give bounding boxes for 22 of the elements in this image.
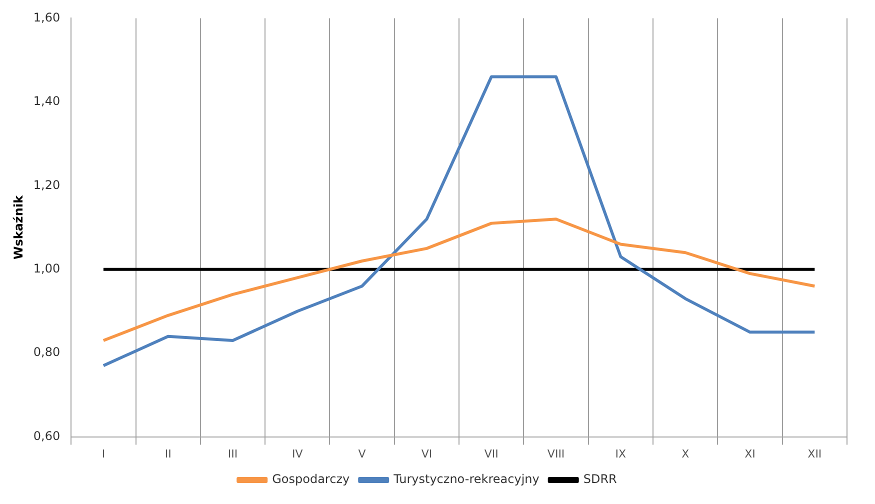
x-tick-label: VII bbox=[484, 447, 498, 460]
x-tick-label: VI bbox=[421, 447, 432, 460]
x-tick-label: I bbox=[102, 447, 106, 460]
y-tick-label: 1,20 bbox=[33, 178, 60, 192]
x-tick-label: XI bbox=[744, 447, 756, 460]
y-tick-label: 1,00 bbox=[33, 261, 60, 276]
x-tick-label: III bbox=[228, 447, 238, 460]
y-tick-label: 1,60 bbox=[33, 10, 60, 24]
x-tick-label: XII bbox=[808, 447, 822, 460]
x-tick-label: IV bbox=[292, 447, 304, 460]
x-tick-label: X bbox=[682, 447, 690, 460]
y-tick-label: 0,60 bbox=[33, 428, 60, 443]
legend-label: Gospodarczy bbox=[272, 472, 350, 486]
x-tick-label: V bbox=[358, 447, 366, 460]
y-tick-label: 1,40 bbox=[33, 94, 60, 108]
y-axis-title: Wskaźnik bbox=[11, 194, 26, 260]
x-tick-label: VIII bbox=[547, 447, 565, 460]
legend-label: Turystyczno-rekreacyjny bbox=[392, 472, 540, 486]
x-tick-label: IX bbox=[615, 447, 627, 460]
legend-label: SDRR bbox=[583, 472, 617, 486]
x-tick-label: II bbox=[164, 447, 172, 460]
y-tick-label: 0,80 bbox=[33, 345, 60, 360]
